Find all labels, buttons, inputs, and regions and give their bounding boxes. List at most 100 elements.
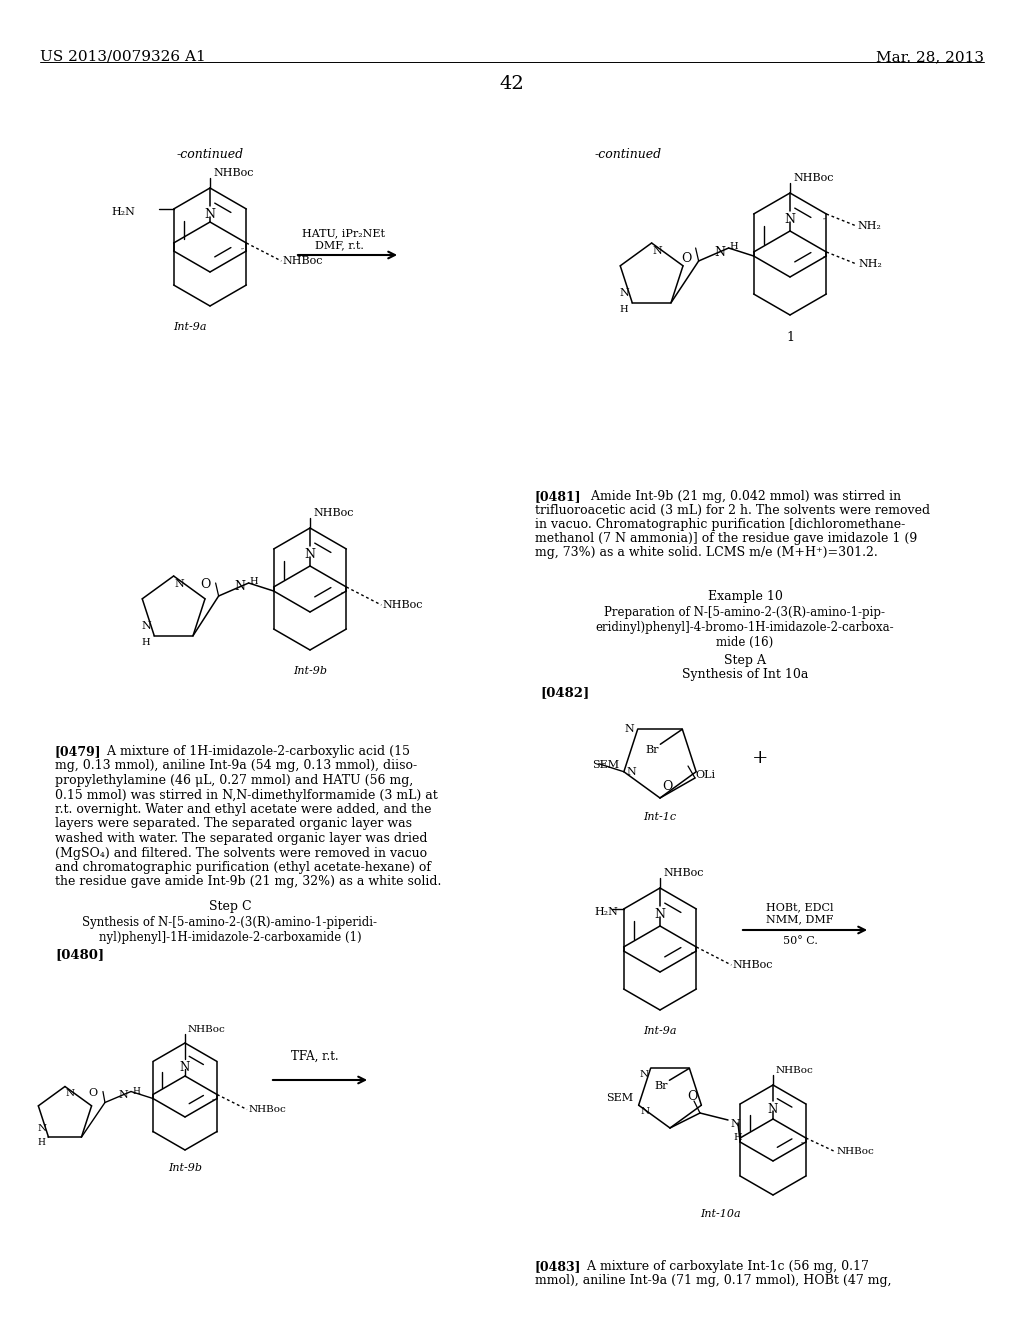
Text: H₂N: H₂N	[595, 907, 618, 917]
Text: N: N	[37, 1125, 46, 1133]
Text: Step C: Step C	[209, 900, 251, 913]
Text: ″: ″	[341, 591, 344, 599]
Text: HOBt, EDCl: HOBt, EDCl	[766, 902, 834, 912]
Text: [0482]: [0482]	[540, 686, 589, 700]
Text: H: H	[249, 577, 258, 586]
Text: N: N	[141, 620, 152, 631]
Text: N: N	[180, 1061, 190, 1074]
Text: ″: ″	[242, 247, 245, 255]
Text: r.t. overnight. Water and ethyl acetate were added, and the: r.t. overnight. Water and ethyl acetate …	[55, 803, 431, 816]
Text: A mixture of carboxylate Int-1c (56 mg, 0.17: A mixture of carboxylate Int-1c (56 mg, …	[579, 1261, 869, 1272]
Text: N: N	[66, 1089, 75, 1097]
Text: H: H	[733, 1133, 742, 1142]
Text: Int-9a: Int-9a	[173, 322, 207, 333]
Text: ″: ″	[823, 255, 826, 263]
Text: HATU, iPr₂NEt: HATU, iPr₂NEt	[302, 228, 385, 238]
Text: 1: 1	[786, 331, 794, 345]
Text: N: N	[768, 1104, 778, 1115]
Text: H: H	[620, 305, 629, 314]
Text: mg, 73%) as a white solid. LCMS m/e (M+H⁺)=301.2.: mg, 73%) as a white solid. LCMS m/e (M+H…	[535, 546, 878, 558]
Text: NHBoc: NHBoc	[188, 1026, 225, 1034]
Text: N: N	[784, 213, 796, 226]
Text: TFA, r.t.: TFA, r.t.	[291, 1049, 339, 1063]
Text: 0.15 mmol) was stirred in N,N-dimethylformamide (3 mL) at: 0.15 mmol) was stirred in N,N-dimethylfo…	[55, 788, 437, 801]
Text: N: N	[304, 548, 315, 561]
Text: O: O	[89, 1088, 98, 1097]
Text: ″: ″	[691, 950, 694, 960]
Text: Br: Br	[655, 1081, 669, 1092]
Text: NH₂: NH₂	[858, 259, 883, 269]
Text: H: H	[38, 1138, 45, 1147]
Text: mmol), aniline Int-9a (71 mg, 0.17 mmol), HOBt (47 mg,: mmol), aniline Int-9a (71 mg, 0.17 mmol)…	[535, 1274, 892, 1287]
Text: NHBoc: NHBoc	[793, 173, 834, 183]
Text: 42: 42	[500, 75, 524, 92]
Text: Int-10a: Int-10a	[699, 1209, 740, 1218]
Text: A mixture of 1H-imidazole-2-carboxylic acid (15: A mixture of 1H-imidazole-2-carboxylic a…	[99, 744, 410, 758]
Text: Br: Br	[646, 746, 659, 755]
Text: N: N	[627, 767, 637, 776]
Text: NHBoc: NHBoc	[732, 960, 773, 970]
Text: H: H	[132, 1086, 140, 1096]
Text: N: N	[715, 246, 726, 259]
Text: +: +	[752, 748, 768, 767]
Text: Int-9b: Int-9b	[293, 667, 327, 676]
Text: O: O	[201, 578, 211, 590]
Text: Int-9a: Int-9a	[643, 1026, 677, 1036]
Text: N: N	[730, 1119, 739, 1129]
Text: layers were separated. The separated organic layer was: layers were separated. The separated org…	[55, 817, 412, 830]
Text: N: N	[641, 1107, 650, 1117]
Text: N: N	[639, 1071, 648, 1080]
Text: ″: ″	[801, 1140, 804, 1148]
Text: N: N	[625, 725, 635, 734]
Text: H₂N: H₂N	[112, 207, 135, 216]
Text: O: O	[681, 252, 691, 264]
Text: NHBoc: NHBoc	[382, 601, 423, 610]
Text: mg, 0.13 mmol), aniline Int-9a (54 mg, 0.13 mmol), diiso-: mg, 0.13 mmol), aniline Int-9a (54 mg, 0…	[55, 759, 417, 772]
Text: NHBoc: NHBoc	[663, 869, 703, 878]
Text: NHBoc: NHBoc	[313, 508, 353, 517]
Text: DMF, r.t.: DMF, r.t.	[315, 240, 364, 249]
Text: Preparation of N-[5-amino-2-(3(R)-amino-1-pip-
eridinyl)phenyl]-4-bromo-1H-imida: Preparation of N-[5-amino-2-(3(R)-amino-…	[596, 606, 894, 649]
Text: NHBoc: NHBoc	[248, 1105, 286, 1114]
Text: H: H	[141, 638, 151, 647]
Text: N: N	[118, 1090, 128, 1101]
Text: SEM: SEM	[606, 1093, 634, 1104]
Text: N: N	[654, 908, 666, 921]
Text: [0483]: [0483]	[535, 1261, 582, 1272]
Text: trifluoroacetic acid (3 mL) for 2 h. The solvents were removed: trifluoroacetic acid (3 mL) for 2 h. The…	[535, 504, 930, 517]
Text: and chromatographic purification (ethyl acetate-hexane) of: and chromatographic purification (ethyl …	[55, 861, 431, 874]
Text: washed with water. The separated organic layer was dried: washed with water. The separated organic…	[55, 832, 427, 845]
Text: NHBoc: NHBoc	[213, 168, 254, 178]
Text: O: O	[687, 1090, 697, 1104]
Text: [0479]: [0479]	[55, 744, 101, 758]
Text: OLi: OLi	[695, 770, 715, 780]
Text: N: N	[652, 246, 663, 256]
Text: [0481]: [0481]	[535, 490, 582, 503]
Text: ″: ″	[823, 216, 826, 224]
Text: Synthesis of Int 10a: Synthesis of Int 10a	[682, 668, 808, 681]
Text: Amide Int-9b (21 mg, 0.042 mmol) was stirred in: Amide Int-9b (21 mg, 0.042 mmol) was sti…	[583, 490, 901, 503]
Text: methanol (7 N ammonia)] of the residue gave imidazole 1 (9: methanol (7 N ammonia)] of the residue g…	[535, 532, 918, 545]
Text: NH₂: NH₂	[857, 220, 882, 231]
Text: [0480]: [0480]	[55, 948, 104, 961]
Text: -continued: -continued	[595, 148, 663, 161]
Text: Example 10: Example 10	[708, 590, 782, 603]
Text: Int-1c: Int-1c	[643, 812, 677, 822]
Text: O: O	[662, 780, 673, 793]
Text: the residue gave amide Int-9b (21 mg, 32%) as a white solid.: the residue gave amide Int-9b (21 mg, 32…	[55, 875, 441, 888]
Text: N: N	[175, 579, 184, 589]
Text: NHBoc: NHBoc	[283, 256, 323, 267]
Text: Mar. 28, 2013: Mar. 28, 2013	[876, 50, 984, 63]
Text: US 2013/0079326 A1: US 2013/0079326 A1	[40, 50, 206, 63]
Text: SEM: SEM	[592, 760, 618, 770]
Text: N: N	[205, 209, 215, 220]
Text: H: H	[729, 242, 738, 251]
Text: in vacuo. Chromatographic purification [dichloromethane-: in vacuo. Chromatographic purification […	[535, 517, 905, 531]
Text: Step A: Step A	[724, 653, 766, 667]
Text: 50° C.: 50° C.	[782, 936, 817, 946]
Text: N: N	[620, 288, 629, 298]
Text: N: N	[234, 581, 246, 594]
Text: -continued: -continued	[176, 148, 244, 161]
Text: NHBoc: NHBoc	[837, 1147, 874, 1156]
Text: propylethylamine (46 μL, 0.27 mmol) and HATU (56 mg,: propylethylamine (46 μL, 0.27 mmol) and …	[55, 774, 414, 787]
